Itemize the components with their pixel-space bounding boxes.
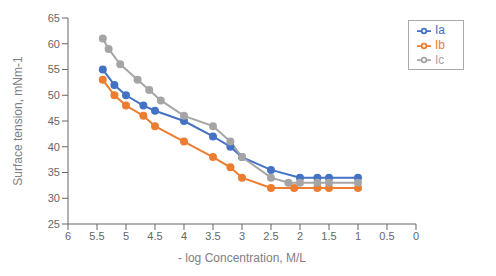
svg-text:6: 6 <box>65 230 71 242</box>
html-text:Ia: Ia <box>435 23 445 37</box>
html-text:Ic: Ic <box>435 52 445 67</box>
svg-text:5.5: 5.5 <box>89 230 104 242</box>
svg-text:45: 45 <box>48 115 60 127</box>
svg-text:2.5: 2.5 <box>263 230 278 242</box>
svg-text:35: 35 <box>48 166 60 178</box>
svg-text:30: 30 <box>48 192 60 204</box>
html-text:Ib: Ib <box>435 37 445 52</box>
svg-text:1.5: 1.5 <box>321 230 336 242</box>
svg-text:3.5: 3.5 <box>205 230 220 242</box>
svg-text:4: 4 <box>181 230 187 242</box>
svg-text:Surface tension, mNm-1: Surface tension, mNm-1 <box>11 56 25 186</box>
svg-text:50: 50 <box>48 89 60 101</box>
svg-text:25: 25 <box>48 218 60 230</box>
svg-text:65: 65 <box>48 12 60 24</box>
svg-text:40: 40 <box>48 141 60 153</box>
svg-text:0: 0 <box>413 230 419 242</box>
svg-text:60: 60 <box>48 38 60 50</box>
svg-text:2: 2 <box>297 230 303 242</box>
svg-text:4.5: 4.5 <box>147 230 162 242</box>
svg-text:1: 1 <box>355 230 361 242</box>
svg-text:3: 3 <box>239 230 245 242</box>
svg-text:55: 55 <box>48 63 60 75</box>
svg-text:5: 5 <box>123 230 129 242</box>
svg-text:- log Concentration, M/L: - log Concentration, M/L <box>178 251 306 265</box>
svg-text:0.5: 0.5 <box>379 230 394 242</box>
